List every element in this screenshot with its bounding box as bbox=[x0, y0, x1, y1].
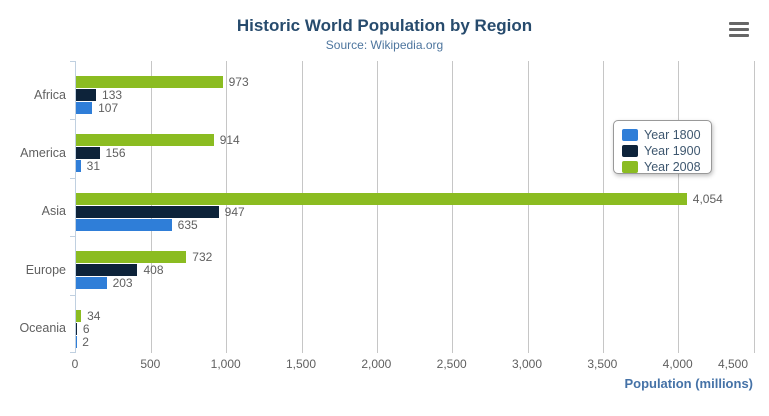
data-label: 732 bbox=[192, 250, 213, 265]
gridline bbox=[678, 61, 680, 353]
category-axis-tick bbox=[70, 236, 76, 237]
legend-swatch-icon bbox=[622, 129, 638, 141]
gridline bbox=[602, 61, 604, 353]
plot-area: 973 133 107 914 156 31 4,054 947 635 732 408 203 34 6… bbox=[70, 61, 755, 353]
category-label-asia: Asia bbox=[41, 204, 66, 219]
gridline bbox=[753, 61, 755, 353]
bar-year-2008-asia[interactable] bbox=[76, 192, 687, 205]
bar-year-2008-europe[interactable] bbox=[76, 251, 187, 264]
data-label: 6 bbox=[82, 321, 90, 336]
data-label: 408 bbox=[143, 263, 164, 278]
legend-label: Year 1800 bbox=[644, 128, 701, 142]
x-axis-tick-label: 0 bbox=[71, 357, 79, 371]
bar-year-1800-africa[interactable] bbox=[76, 102, 93, 114]
category-label-europe: Europe bbox=[25, 262, 66, 277]
hamburger-icon bbox=[729, 28, 749, 31]
bar-year-1800-america[interactable] bbox=[76, 160, 81, 173]
gridline bbox=[527, 61, 529, 353]
category-axis-tick bbox=[70, 178, 76, 179]
category-axis-tick bbox=[70, 352, 76, 353]
bar-year-1900-oceania[interactable] bbox=[76, 322, 77, 335]
bar-year-1900-america[interactable] bbox=[76, 147, 100, 160]
data-label: 34 bbox=[87, 308, 101, 323]
legend: Year 1800 Year 1900 Year 2008 bbox=[613, 120, 712, 174]
chart-subtitle: Source: Wikipedia.org bbox=[325, 38, 444, 52]
category-label-america: America bbox=[20, 145, 66, 160]
gridline bbox=[452, 61, 454, 353]
data-label: 973 bbox=[228, 75, 249, 89]
bar-year-2008-oceania[interactable] bbox=[76, 309, 82, 322]
bar-year-1800-europe[interactable] bbox=[76, 277, 107, 290]
gridline bbox=[376, 61, 378, 353]
data-label: 4,054 bbox=[692, 191, 723, 206]
bar-year-1900-europe[interactable] bbox=[76, 264, 138, 277]
bar-year-2008-america[interactable] bbox=[76, 134, 214, 147]
x-axis-tick-label: 4,500 bbox=[717, 357, 749, 371]
hamburger-icon bbox=[729, 34, 749, 37]
data-label: 133 bbox=[102, 88, 123, 102]
export-menu-button[interactable] bbox=[729, 20, 753, 40]
data-label: 107 bbox=[98, 101, 119, 115]
data-label: 2 bbox=[82, 334, 89, 349]
data-label: 947 bbox=[224, 204, 245, 219]
gridline bbox=[226, 61, 228, 353]
bar-year-2008-africa[interactable] bbox=[76, 76, 223, 88]
legend-swatch-icon bbox=[622, 145, 638, 157]
category-axis-tick bbox=[70, 295, 76, 296]
legend-label: Year 2008 bbox=[644, 160, 701, 174]
x-axis-tick-label: 3,000 bbox=[511, 357, 543, 371]
legend-item-year-1900[interactable]: Year 1900 bbox=[614, 143, 711, 159]
legend-item-year-1800[interactable]: Year 1800 bbox=[614, 127, 711, 143]
bar-year-1900-asia[interactable] bbox=[76, 205, 219, 218]
hamburger-icon bbox=[729, 22, 749, 25]
x-axis-tick-label: 4,000 bbox=[662, 357, 693, 371]
x-axis-tick-label: 500 bbox=[140, 357, 161, 371]
data-label: 203 bbox=[112, 276, 133, 291]
legend-swatch-icon bbox=[622, 161, 638, 173]
x-axis-tick-label: 3,500 bbox=[587, 357, 618, 371]
x-axis-title: Population (millions) bbox=[624, 376, 753, 391]
bar-year-1800-asia[interactable] bbox=[76, 218, 172, 231]
chart-title: Historic World Population by Region bbox=[236, 16, 533, 35]
data-label: 31 bbox=[86, 159, 101, 174]
data-label: 914 bbox=[219, 133, 240, 148]
category-axis-tick bbox=[70, 119, 76, 120]
legend-label: Year 1900 bbox=[644, 144, 701, 158]
category-axis-tick bbox=[70, 61, 76, 62]
x-axis-tick-label: 2,000 bbox=[361, 357, 392, 371]
data-label: 156 bbox=[105, 146, 126, 161]
x-axis-tick-label: 2,500 bbox=[436, 357, 467, 371]
x-axis-tick-label: 1,500 bbox=[285, 357, 317, 371]
x-axis-tick-label: 1,000 bbox=[210, 357, 241, 371]
category-axis-line bbox=[75, 61, 76, 353]
category-label-oceania: Oceania bbox=[19, 321, 66, 336]
category-label-africa: Africa bbox=[34, 87, 66, 102]
gridline bbox=[301, 61, 303, 353]
data-label: 635 bbox=[177, 217, 198, 232]
bar-year-1900-africa[interactable] bbox=[76, 89, 97, 101]
legend-item-year-2008[interactable]: Year 2008 bbox=[614, 159, 711, 175]
